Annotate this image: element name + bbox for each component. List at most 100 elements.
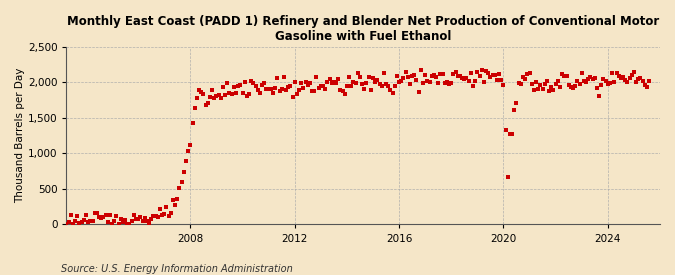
Point bbox=[587, 76, 598, 81]
Point bbox=[130, 216, 141, 221]
Point bbox=[487, 73, 498, 77]
Point bbox=[57, 214, 68, 219]
Point bbox=[194, 87, 205, 92]
Title: Monthly East Coast (PADD 1) Refinery and Blender Net Production of Conventional : Monthly East Coast (PADD 1) Refinery and… bbox=[67, 15, 659, 43]
Point bbox=[157, 213, 167, 217]
Point bbox=[491, 78, 502, 82]
Point bbox=[459, 77, 470, 81]
Point bbox=[237, 91, 248, 95]
Point bbox=[583, 77, 593, 82]
Point bbox=[226, 92, 237, 96]
Point bbox=[585, 75, 596, 79]
Point bbox=[548, 87, 559, 92]
Point bbox=[472, 70, 483, 75]
Point bbox=[217, 84, 228, 89]
Point bbox=[413, 90, 424, 94]
Point bbox=[616, 76, 626, 80]
Point bbox=[454, 74, 465, 79]
Point bbox=[111, 214, 122, 219]
Point bbox=[348, 80, 359, 84]
Point bbox=[409, 73, 420, 77]
Point bbox=[342, 84, 352, 89]
Point bbox=[135, 214, 146, 219]
Point bbox=[150, 214, 161, 219]
Point bbox=[254, 90, 265, 95]
Point bbox=[365, 87, 376, 92]
Point bbox=[133, 217, 144, 221]
Point bbox=[72, 214, 83, 218]
Point bbox=[313, 86, 324, 90]
Point bbox=[628, 70, 639, 74]
Point bbox=[63, 219, 74, 224]
Point bbox=[563, 83, 574, 87]
Point bbox=[541, 79, 552, 83]
Point bbox=[633, 77, 644, 81]
Point bbox=[505, 132, 516, 136]
Point bbox=[620, 78, 630, 82]
Point bbox=[155, 207, 165, 211]
Point bbox=[292, 92, 302, 96]
Point bbox=[589, 76, 600, 80]
Point bbox=[607, 71, 618, 75]
Point bbox=[518, 75, 529, 79]
Point bbox=[470, 79, 481, 83]
Point bbox=[209, 95, 219, 100]
Point bbox=[144, 221, 155, 226]
Point bbox=[309, 89, 320, 93]
Point bbox=[80, 213, 91, 217]
Point bbox=[146, 217, 157, 222]
Point bbox=[507, 132, 518, 136]
Point bbox=[611, 71, 622, 75]
Point bbox=[539, 82, 550, 86]
Point bbox=[361, 81, 372, 86]
Point bbox=[374, 82, 385, 86]
Point bbox=[368, 76, 379, 80]
Point bbox=[609, 79, 620, 84]
Point bbox=[498, 83, 509, 87]
Point bbox=[100, 212, 111, 217]
Point bbox=[267, 90, 278, 95]
Point bbox=[402, 75, 413, 79]
Point bbox=[520, 77, 531, 82]
Point bbox=[139, 215, 150, 220]
Point bbox=[242, 94, 252, 98]
Point bbox=[493, 72, 504, 76]
Point bbox=[59, 217, 70, 221]
Point bbox=[555, 84, 566, 89]
Point bbox=[89, 211, 100, 215]
Point bbox=[594, 94, 605, 98]
Point bbox=[376, 84, 387, 88]
Point bbox=[153, 215, 163, 219]
Point bbox=[511, 101, 522, 105]
Point bbox=[424, 80, 435, 84]
Point bbox=[618, 75, 628, 79]
Point bbox=[55, 221, 65, 226]
Point bbox=[468, 84, 479, 88]
Point bbox=[546, 85, 557, 90]
Point bbox=[161, 205, 172, 209]
Point bbox=[78, 218, 89, 222]
Point bbox=[224, 90, 235, 95]
Point bbox=[429, 73, 439, 77]
Point bbox=[117, 219, 128, 224]
Point bbox=[122, 222, 133, 227]
Point bbox=[178, 170, 189, 174]
Point bbox=[326, 81, 337, 86]
Point bbox=[509, 108, 520, 112]
Point bbox=[189, 106, 200, 110]
Point bbox=[92, 211, 103, 215]
Point bbox=[461, 76, 472, 80]
Point bbox=[474, 74, 485, 78]
Point bbox=[600, 78, 611, 83]
Point bbox=[359, 87, 370, 91]
Point bbox=[446, 81, 457, 86]
Point bbox=[533, 87, 543, 91]
Point bbox=[294, 88, 304, 93]
Point bbox=[215, 96, 226, 100]
Point bbox=[602, 82, 613, 86]
Point bbox=[196, 90, 207, 95]
Point bbox=[639, 83, 650, 87]
Point bbox=[233, 84, 244, 88]
Point bbox=[427, 74, 437, 78]
Point bbox=[172, 197, 183, 201]
